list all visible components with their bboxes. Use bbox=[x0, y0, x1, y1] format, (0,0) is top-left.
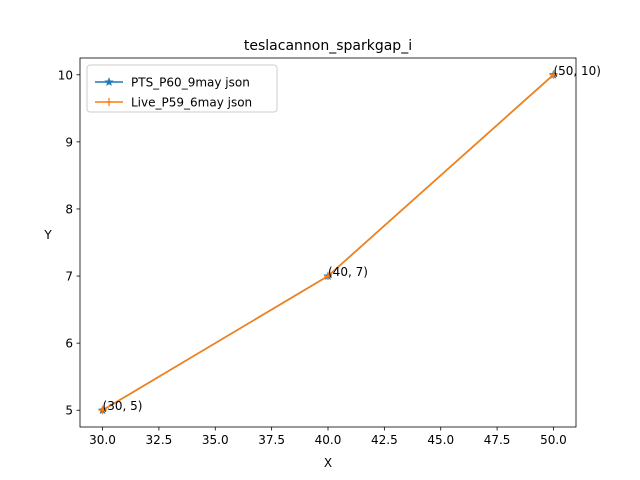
series-1-point bbox=[549, 70, 558, 79]
x-tick-label: 50.0 bbox=[540, 433, 567, 447]
y-tick-label: 7 bbox=[65, 270, 73, 284]
x-tick-label: 35.0 bbox=[202, 433, 229, 447]
x-axis-label: X bbox=[324, 456, 332, 470]
point-annotation: (30, 5) bbox=[103, 399, 143, 413]
x-tick-label: 47.5 bbox=[484, 433, 511, 447]
plot-frame bbox=[79, 57, 577, 428]
legend-marker bbox=[105, 98, 113, 106]
legend-label: Live_P59_6may json bbox=[131, 96, 252, 110]
point-annotation: (50, 10) bbox=[553, 64, 601, 78]
point-annotation: (40, 7) bbox=[328, 265, 368, 279]
legend-entries: PTS_P60_9may json Live_P59_6may json bbox=[95, 76, 252, 110]
x-tick-label: 32.5 bbox=[146, 433, 173, 447]
x-tick-label: 40.0 bbox=[315, 433, 342, 447]
y-axis-ticks: 5 6 7 8 9 10 bbox=[58, 68, 80, 418]
y-axis-label: Y bbox=[43, 228, 52, 242]
legend-box bbox=[86, 64, 278, 113]
y-tick-label: 6 bbox=[65, 337, 73, 351]
y-tick-label: 8 bbox=[65, 202, 73, 216]
y-tick-label: 10 bbox=[58, 68, 73, 82]
chart-title: teslacannon_sparkgap_i bbox=[244, 38, 412, 54]
series-1-point bbox=[98, 406, 107, 415]
x-tick-label: 42.5 bbox=[371, 433, 398, 447]
x-tick-label: 45.0 bbox=[427, 433, 454, 447]
legend-entry: PTS_P60_9may json bbox=[95, 76, 250, 90]
legend-label: PTS_P60_9may json bbox=[131, 76, 250, 90]
x-tick-label: 37.5 bbox=[258, 433, 285, 447]
legend: PTS_P60_9may json Live_P59_6may json bbox=[86, 64, 278, 113]
series-1-point bbox=[324, 272, 332, 281]
annotation-layer: (30, 5) (40, 7) (50, 10) bbox=[103, 64, 601, 413]
x-axis-ticks: 30.0 32.5 35.0 37.5 40.0 42.5 45.0 47.5 50.0 bbox=[89, 427, 567, 447]
series-layer bbox=[97, 69, 559, 415]
legend-marker bbox=[104, 77, 114, 86]
y-tick-label: 9 bbox=[65, 135, 73, 149]
legend-entry: Live_P59_6may json bbox=[95, 96, 252, 110]
x-tick-label: 30.0 bbox=[89, 433, 116, 447]
y-tick-label: 5 bbox=[65, 404, 73, 418]
